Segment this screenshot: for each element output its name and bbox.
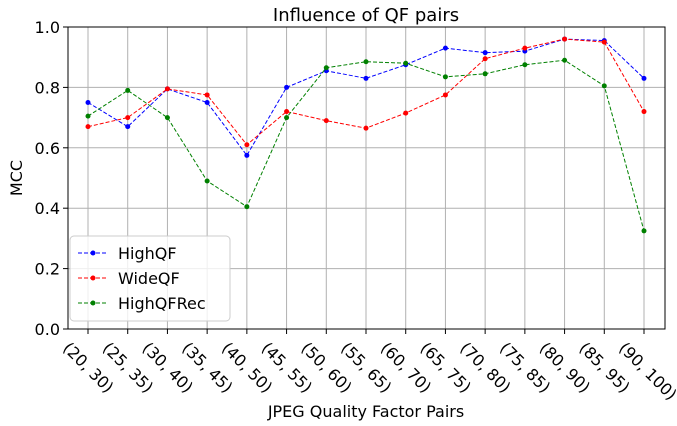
data-point [244, 142, 250, 148]
data-point [363, 75, 369, 81]
chart-title: Influence of QF pairs [273, 5, 459, 26]
legend-marker [90, 275, 96, 281]
data-point [164, 115, 170, 121]
y-tick-label: 0.2 [35, 260, 60, 279]
legend: HighQF WideQF HighQFRec [69, 235, 231, 322]
data-point [323, 65, 329, 71]
data-point [641, 75, 647, 81]
data-point [204, 92, 210, 98]
data-point [403, 110, 409, 116]
data-point [284, 109, 290, 115]
data-point [244, 204, 250, 210]
data-point [323, 118, 329, 124]
data-point [85, 124, 91, 130]
data-point [125, 115, 131, 121]
data-point [85, 113, 91, 119]
data-point [562, 36, 568, 42]
data-point [522, 45, 528, 51]
plot-frame [67, 26, 666, 330]
data-point [284, 115, 290, 121]
y-axis-label: MCC [7, 160, 26, 196]
data-point [363, 125, 369, 131]
data-point [442, 45, 448, 51]
data-point [562, 57, 568, 63]
y-tick-label: 0.6 [35, 139, 60, 158]
data-point [442, 74, 448, 80]
data-point [244, 152, 250, 158]
data-point [601, 83, 607, 89]
data-point [284, 84, 290, 90]
data-point [125, 87, 131, 93]
x-tick-label: (90, 100) [615, 338, 677, 403]
y-tick-label: 1.0 [35, 18, 60, 37]
data-point [403, 60, 409, 66]
data-point [601, 39, 607, 45]
legend-label: HighQFRec [118, 294, 206, 313]
data-point [641, 109, 647, 115]
y-tick-label: 0.0 [35, 320, 60, 339]
data-point [125, 124, 131, 130]
data-point [482, 71, 488, 77]
data-point [641, 228, 647, 234]
series-line [87, 59, 645, 231]
data-point [522, 62, 528, 68]
series-line [87, 38, 645, 157]
data-point [482, 50, 488, 56]
legend-label: HighQF [118, 244, 177, 263]
y-tick-label: 0.4 [35, 199, 60, 218]
data-point [363, 59, 369, 65]
legend-marker [90, 250, 96, 256]
data-point [204, 100, 210, 105]
legend-box [69, 235, 231, 322]
data-point [85, 100, 91, 105]
legend-label: WideQF [118, 269, 180, 288]
x-axis-label: JPEG Quality Factor Pairs [267, 402, 464, 421]
y-tick-label: 0.8 [35, 78, 60, 97]
data-point [164, 86, 170, 92]
data-point [204, 178, 210, 184]
data-point [442, 92, 448, 98]
data-point [482, 56, 488, 62]
legend-marker [90, 300, 96, 306]
